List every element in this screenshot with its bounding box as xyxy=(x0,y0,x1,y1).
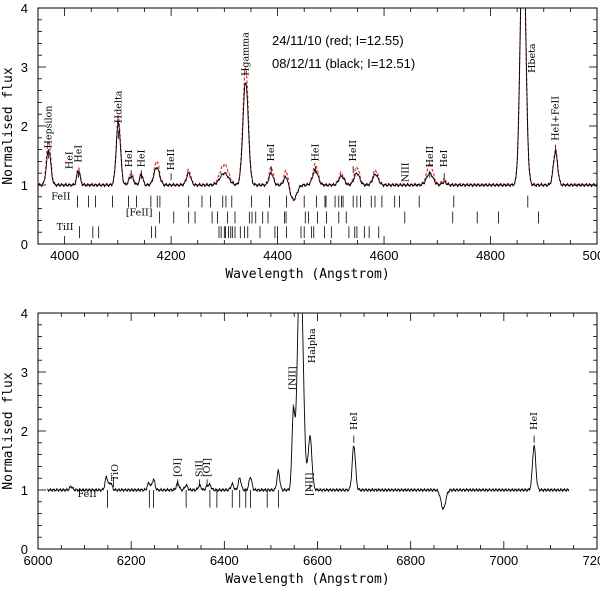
x-tick-label: 6800 xyxy=(396,553,425,568)
top-spectrum-panel: 4000 4200 4400 4600 4800 5000 0 1 2 3 4 Wavelength … xyxy=(1,1,600,282)
line-annotation: HeI xyxy=(349,412,360,430)
line-annotation: SiII xyxy=(195,460,206,477)
x-tick-label: 6400 xyxy=(210,553,239,568)
line-annotation: Hepsilon xyxy=(44,106,55,149)
spectrum-black xyxy=(46,313,570,510)
y-axis-label: Normalised flux xyxy=(1,67,16,185)
line-mark-row: TiII xyxy=(57,222,380,239)
y-tick-label: 1 xyxy=(21,483,28,498)
line-annotation: HeII xyxy=(425,146,436,168)
line-annotation: Hgamma xyxy=(241,32,252,76)
mark-row-label: FeII xyxy=(51,192,70,203)
y-tick-label: 0 xyxy=(21,237,28,252)
x-tick-label: 4400 xyxy=(263,248,292,263)
x-tick-label: 4600 xyxy=(370,248,399,263)
line-annotation: HeI xyxy=(310,143,321,161)
legend-entry: 24/11/10 (red; I=12.55) xyxy=(272,33,404,48)
x-tick-label: 4200 xyxy=(157,248,186,263)
line-annotation: HeI xyxy=(64,151,75,169)
line-annotation: HeI xyxy=(529,412,540,430)
x-tick-label: 6600 xyxy=(303,553,332,568)
line-annotation: HeII xyxy=(348,140,359,162)
x-tick-label: 4800 xyxy=(476,248,505,263)
line-mark-row: FeII xyxy=(78,489,279,508)
x-tick-label: 5000 xyxy=(583,248,600,263)
y-tick-label: 3 xyxy=(21,60,28,75)
y-axis-label: Normalised flux xyxy=(1,372,16,490)
line-mark-row: [FeII] xyxy=(126,207,539,224)
line-annotation: [NII] xyxy=(287,366,298,389)
y-tick-label: 0 xyxy=(21,542,28,557)
x-tick-label: 6000 xyxy=(24,553,53,568)
y-tick-label: 2 xyxy=(21,119,28,134)
line-mark-row: FeII xyxy=(51,192,529,208)
line-annotation: [NII] xyxy=(305,473,316,496)
line-annotation: HeI xyxy=(73,145,84,163)
y-tick-label: 2 xyxy=(21,424,28,439)
spectra-group xyxy=(46,313,570,510)
line-annotation: HeII xyxy=(166,149,177,171)
line-annotation: HeI xyxy=(439,149,450,167)
y-tick-label: 1 xyxy=(21,178,28,193)
x-axis-label: Wavelength (Angstrom) xyxy=(225,572,389,587)
line-annotation: Halpha xyxy=(307,328,318,363)
line-annotation: HeI xyxy=(124,149,135,167)
mark-row-label: FeII xyxy=(78,489,97,500)
mark-row-label: TiII xyxy=(57,222,74,233)
x-tick-label: 7200 xyxy=(583,553,600,568)
line-annotation: [OI] xyxy=(202,458,213,477)
bottom-spectrum-panel: 6000 6200 6400 6600 6800 7000 7200 0 1 2 3 4 Wavelen… xyxy=(1,306,600,587)
line-annotation: HeI xyxy=(266,143,277,161)
x-tick-label: 4000 xyxy=(50,248,79,263)
legend-entry: 08/12/11 (black; I=12.51) xyxy=(272,56,415,71)
x-tick-label: 6200 xyxy=(117,553,146,568)
line-annotation: TiO xyxy=(110,464,121,481)
line-annotation: HeI xyxy=(136,149,147,167)
y-tick-label: 4 xyxy=(21,1,28,16)
line-annotation: [OI] xyxy=(173,458,184,477)
line-annotation: Hdelta xyxy=(113,90,124,123)
mark-row-label: [FeII] xyxy=(126,207,153,218)
line-annotation: HeI+FeII xyxy=(550,96,561,141)
x-tick-label: 7000 xyxy=(489,553,518,568)
x-axis-label: Wavelength (Angstrom) xyxy=(225,267,389,282)
line-annotation: Hbeta xyxy=(527,43,538,73)
y-tick-label: 3 xyxy=(21,365,28,380)
line-annotation: NIII xyxy=(400,162,411,182)
y-tick-label: 4 xyxy=(21,306,28,321)
